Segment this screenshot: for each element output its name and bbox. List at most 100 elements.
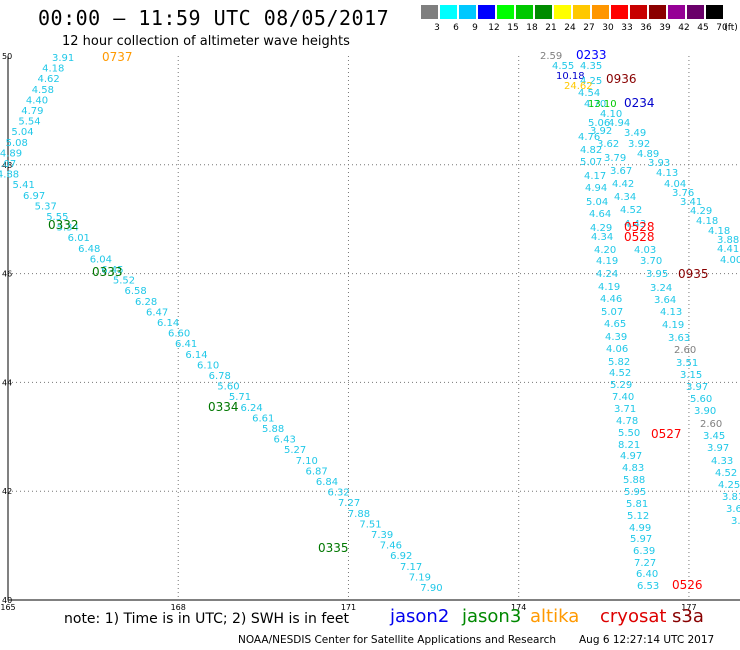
- wave-height-value: 6.84: [316, 477, 338, 488]
- wave-height-value: 4.52: [715, 468, 737, 479]
- pass-time-label: 0528: [624, 220, 655, 234]
- wave-height-value: 5.82: [608, 357, 630, 368]
- color-scale-swatch: [668, 5, 685, 19]
- wave-height-value: 6.41: [175, 339, 197, 350]
- wave-height-value: 4.39: [605, 332, 627, 343]
- wave-height-value: 4.18: [696, 216, 718, 227]
- mission-label-cryosat: cryosat: [600, 606, 667, 627]
- wave-height-value: 3.95: [646, 269, 668, 280]
- wave-height-value: 4.94: [608, 118, 630, 129]
- pass-time-label: 0334: [208, 400, 239, 414]
- x-tick-label: 165: [0, 603, 15, 612]
- color-scale-swatch: [592, 5, 609, 19]
- wave-height-value: 5.81: [626, 499, 648, 510]
- color-scale-swatch: [554, 5, 571, 19]
- color-scale-swatch: [516, 5, 533, 19]
- wave-height-value: 6.58: [125, 286, 147, 297]
- wave-height-value: 4.03: [634, 245, 656, 256]
- wave-height-value: 5.08: [6, 138, 28, 149]
- wave-height-value: 5.41: [13, 180, 35, 191]
- wave-height-value: 4.13: [660, 307, 682, 318]
- wave-height-value: 3.76: [672, 188, 694, 199]
- wave-height-value: 3.79: [604, 153, 626, 164]
- wave-height-value: 5.54: [18, 117, 40, 128]
- mission-label-altika: altika: [530, 606, 580, 627]
- color-scale-swatch: [421, 5, 438, 19]
- wave-height-value: 4.18: [708, 226, 730, 237]
- pass-time-label: 0528: [624, 230, 655, 244]
- wave-height-value: 4.19: [662, 320, 684, 331]
- wave-height-value: 3.41: [680, 197, 702, 208]
- wave-height-value: 4.65: [604, 319, 626, 330]
- wave-height-value: 6.92: [390, 551, 412, 562]
- wave-height-value: 3.90: [694, 406, 716, 417]
- x-tick-label: 174: [511, 603, 526, 612]
- wave-height-value: 6.14: [185, 350, 207, 361]
- wave-height-value: 5.27: [284, 445, 306, 456]
- wave-height-value: 5.60: [217, 382, 239, 393]
- y-tick-label: 46: [2, 270, 12, 279]
- color-scale-label: 12: [488, 23, 500, 33]
- wave-height-value: 5.55: [46, 212, 68, 223]
- wave-height-value: 4.79: [21, 106, 43, 117]
- wave-height-value: 4.29: [590, 223, 612, 234]
- color-scale-swatch: [440, 5, 457, 19]
- wave-height-value: 5.04: [11, 127, 33, 138]
- wave-height-value: 6.28: [135, 297, 157, 308]
- wave-height-value: 3.67: [610, 166, 632, 177]
- wave-height-value: 7.10: [296, 456, 318, 467]
- wave-height-value: 7.46: [380, 541, 402, 552]
- wave-height-value: 5.97: [630, 534, 652, 545]
- color-scale-swatch: [573, 5, 590, 19]
- wave-height-value: 5.07: [0, 159, 16, 170]
- wave-height-value: 3.93: [648, 158, 670, 169]
- y-tick-label: 40: [2, 596, 12, 605]
- wave-height-value: 5.29: [610, 380, 632, 391]
- footnote: note: 1) Time is in UTC; 2) SWH is in fe…: [64, 611, 350, 627]
- pass-time-label: 0526: [672, 578, 703, 592]
- wave-height-value: 6.40: [636, 569, 658, 580]
- wave-height-value: 3.62: [597, 139, 619, 150]
- x-tick-label: 171: [341, 603, 356, 612]
- color-scale-label: 36: [640, 23, 652, 33]
- wave-height-value: 6.39: [633, 546, 655, 557]
- color-scale-label: 24: [564, 23, 576, 33]
- wave-height-value: 4.46: [600, 294, 622, 305]
- color-scale-label: 18: [526, 23, 538, 33]
- wave-height-value: 5.12: [627, 511, 649, 522]
- color-scale-label: 27: [583, 23, 595, 33]
- wave-height-value: 3.71: [614, 404, 636, 415]
- color-scale-label: 39: [659, 23, 671, 33]
- wave-height-value: 6.47: [146, 307, 168, 318]
- color-scale-label: 9: [472, 23, 478, 33]
- wave-height-value: 6.87: [305, 466, 327, 477]
- wave-height-value: 5.95: [624, 487, 646, 498]
- wave-height-value: 4.43: [624, 219, 646, 230]
- wave-height-value: 3.92: [628, 139, 650, 150]
- wave-height-value: 4.17: [584, 171, 606, 182]
- wave-height-value: 7.27: [338, 498, 360, 509]
- mission-label-s3a: s3a: [672, 606, 704, 627]
- color-scale-swatch: [687, 5, 704, 19]
- wave-height-value: 6.53: [637, 581, 659, 592]
- y-tick-label: 44: [2, 378, 12, 387]
- wave-height-value: 5.60: [690, 394, 712, 405]
- wave-height-value: 3.64: [654, 295, 676, 306]
- wave-height-value: 4.99: [629, 523, 651, 534]
- wave-height-value: 4.25: [580, 76, 602, 87]
- wave-height-value: 5.07: [601, 307, 623, 318]
- wave-height-value: 6.61: [252, 413, 274, 424]
- wave-height-value: 4.78: [616, 416, 638, 427]
- wave-height-value: 4.29: [690, 206, 712, 217]
- wave-height-value: 4.89: [0, 148, 22, 159]
- wave-height-value: 6.32: [328, 488, 350, 499]
- wave-height-value: 6.10: [197, 360, 219, 371]
- color-scale-swatch: [630, 5, 647, 19]
- generation-timestamp: Aug 6 12:27:14 UTC 2017: [579, 634, 715, 646]
- wave-height-value: 3.92: [590, 126, 612, 137]
- wave-height-value: 6.97: [23, 191, 45, 202]
- wave-height-value: 4.10: [600, 109, 622, 120]
- wave-height-value: 6.78: [209, 371, 231, 382]
- wave-height-value: 5.50: [618, 428, 640, 439]
- wave-height-value: 7.27: [634, 558, 656, 569]
